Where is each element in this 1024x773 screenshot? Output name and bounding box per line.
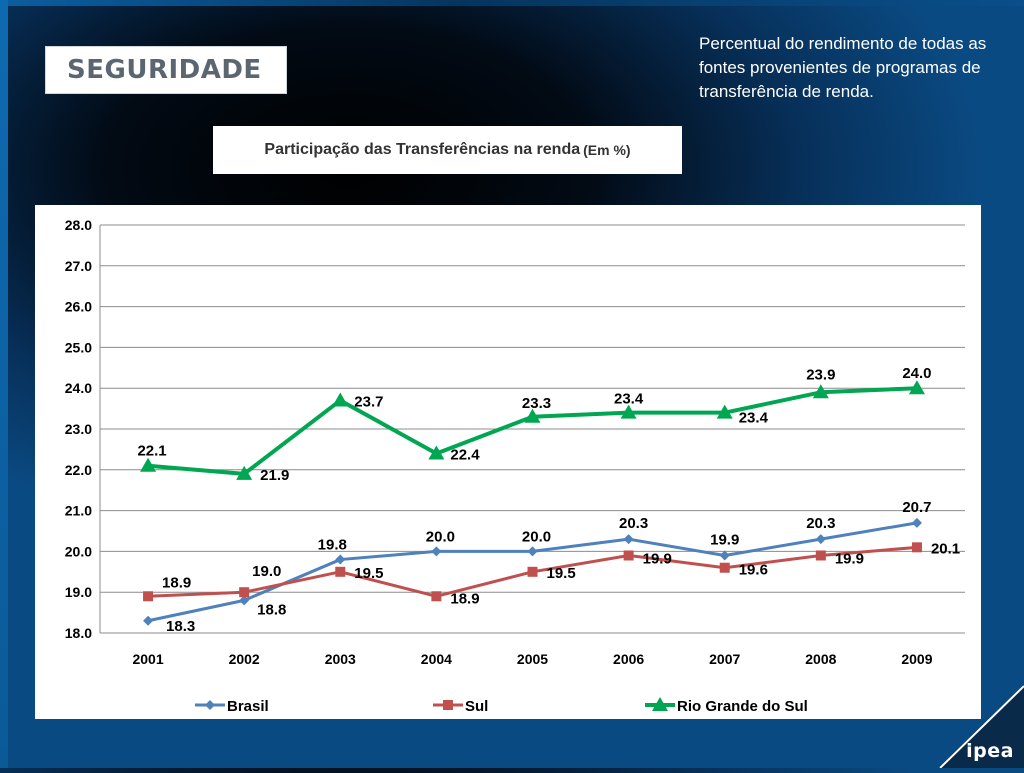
- data-point: [908, 380, 925, 395]
- data-point: [623, 534, 634, 545]
- y-tick-label: 21.0: [65, 503, 92, 519]
- data-label: 20.3: [619, 515, 648, 532]
- data-label: 23.3: [522, 395, 551, 412]
- data-label: 19.5: [547, 565, 576, 582]
- data-point: [719, 562, 730, 573]
- data-label: 19.9: [710, 531, 739, 548]
- chart-title-unit: (Em %): [583, 142, 631, 158]
- logo-area: ipea: [934, 684, 1024, 769]
- section-label: SEGURIDADE: [67, 55, 262, 85]
- data-label: 23.9: [806, 366, 835, 383]
- y-tick-label: 18.0: [65, 625, 92, 641]
- legend-label: Sul: [465, 698, 488, 715]
- data-label: 19.5: [354, 565, 383, 582]
- data-point: [911, 542, 922, 553]
- frame-left: [0, 0, 8, 768]
- frame-top: [0, 0, 1024, 6]
- data-point: [335, 554, 346, 565]
- data-point: [335, 566, 346, 577]
- line-chart: 18.0 19.0 20.0 21.0 22.0 23.0 24.0 25.0 26.0 27.0…: [65, 217, 965, 715]
- data-point: [815, 534, 826, 545]
- legend-label: Brasil: [227, 698, 269, 715]
- data-label: 20.0: [426, 528, 455, 545]
- data-label: 18.9: [450, 590, 479, 607]
- x-tick-label: 2003: [325, 651, 356, 667]
- data-point: [623, 550, 634, 561]
- x-tick-label: 2002: [229, 651, 260, 667]
- chart-panel: 18.0 19.0 20.0 21.0 22.0 23.0 24.0 25.0 26.0 27.0…: [35, 205, 981, 719]
- data-point: [140, 457, 157, 472]
- x-tick-label: 2005: [517, 651, 548, 667]
- data-point: [716, 404, 733, 419]
- data-label: 19.0: [252, 563, 281, 580]
- legend-marker: [443, 700, 453, 710]
- legend-marker: [652, 697, 668, 711]
- legend-label: Rio Grande do Sul: [677, 698, 808, 715]
- data-point: [143, 591, 154, 602]
- data-label: 23.4: [614, 391, 644, 408]
- section-label-box: SEGURIDADE: [45, 46, 287, 94]
- ipea-logo: ipea: [966, 740, 1014, 762]
- x-tick-label: 2008: [805, 651, 836, 667]
- y-tick-label: 24.0: [65, 380, 92, 396]
- y-tick-label: 26.0: [65, 299, 92, 315]
- data-point: [719, 550, 730, 561]
- data-label: 24.0: [902, 365, 931, 382]
- data-point: [236, 465, 253, 480]
- data-label: 22.4: [450, 446, 480, 463]
- data-label: 23.7: [354, 393, 383, 410]
- y-tick-label: 25.0: [65, 339, 92, 355]
- data-label: 20.0: [522, 528, 551, 545]
- data-point: [815, 550, 826, 561]
- data-point: [911, 517, 922, 528]
- y-tick-label: 27.0: [65, 258, 92, 274]
- data-point: [620, 404, 637, 419]
- data-label: 20.1: [931, 540, 960, 557]
- data-label: 19.9: [835, 550, 864, 567]
- data-point: [812, 384, 829, 399]
- chart-title: Participação das Transferências na renda: [264, 141, 581, 158]
- data-label: 19.6: [739, 562, 768, 579]
- legend-marker: [205, 700, 215, 710]
- data-label: 19.9: [643, 550, 672, 567]
- data-point: [527, 566, 538, 577]
- data-point: [428, 445, 445, 460]
- y-tick-label: 20.0: [65, 543, 92, 559]
- data-label: 20.3: [806, 515, 835, 532]
- data-point: [431, 591, 442, 602]
- x-tick-label: 2009: [901, 651, 932, 667]
- data-label: 18.8: [257, 601, 286, 618]
- y-tick-label: 28.0: [65, 217, 92, 233]
- chart-title-box: Participação das Transferências na renda…: [213, 126, 682, 174]
- x-tick-label: 2007: [709, 651, 740, 667]
- data-point: [239, 595, 250, 606]
- data-label: 20.7: [902, 499, 931, 516]
- x-tick-label: 2006: [613, 651, 644, 667]
- data-label: 22.1: [137, 443, 166, 460]
- data-point: [332, 392, 349, 407]
- y-tick-label: 22.0: [65, 462, 92, 478]
- data-point: [524, 408, 541, 423]
- x-tick-label: 2004: [421, 651, 452, 667]
- description-text: Percentual do rendimento de todas as fon…: [699, 34, 987, 101]
- data-point: [527, 546, 538, 557]
- data-label: 18.3: [166, 618, 195, 635]
- data-label: 23.4: [739, 410, 769, 427]
- logo-corner-icon: [938, 684, 1024, 769]
- data-point: [143, 615, 154, 626]
- data-point: [431, 546, 442, 557]
- y-tick-label: 19.0: [65, 584, 92, 600]
- data-label: 21.9: [260, 467, 289, 484]
- x-tick-label: 2001: [132, 651, 163, 667]
- data-label: 18.9: [162, 574, 191, 591]
- y-tick-label: 23.0: [65, 421, 92, 437]
- data-point: [239, 587, 250, 598]
- data-label: 19.8: [318, 537, 347, 554]
